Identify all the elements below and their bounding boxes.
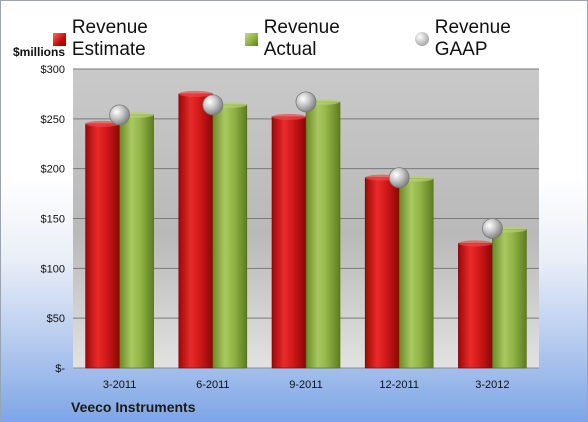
y-tick-label: $250 (41, 114, 65, 126)
legend-swatch-estimate (53, 32, 66, 46)
bar-top-estimate (458, 240, 493, 247)
y-tick-label: $100 (41, 263, 65, 275)
bar-top-estimate (178, 90, 213, 97)
x-tick-label: 6-2011 (196, 379, 229, 391)
bar-revenue-estimate (364, 177, 400, 369)
marker-revenue-gaap (481, 218, 503, 239)
x-tick-labels: 3-2011 6-2011 9-2011 12-2011 3-2012 (103, 379, 510, 391)
y-tick-label: $200 (41, 164, 65, 176)
bar-revenue-actual (305, 101, 341, 369)
legend-item-estimate: Revenue Estimate (53, 17, 225, 61)
legend-label-estimate: Revenue Estimate (71, 17, 148, 60)
bar-revenue-actual (398, 178, 434, 369)
bar-top-estimate (85, 120, 120, 127)
bar-revenue-estimate (178, 93, 214, 369)
gaap-markers (109, 91, 503, 239)
bar-revenue-actual (119, 114, 154, 369)
bar-revenue-estimate (271, 116, 307, 369)
legend: Revenue Estimate Revenue Actual Revenue … (53, 17, 587, 61)
x-tick-label: 3-2012 (475, 379, 509, 391)
x-tick-label: 3-2011 (103, 379, 136, 391)
y-tick-label: $- (55, 363, 65, 375)
marker-revenue-gaap (202, 94, 224, 116)
y-tick-label: $50 (47, 313, 65, 325)
y-tick-label: $300 (41, 64, 65, 76)
company-name: Veeco Instruments (71, 399, 196, 415)
bar-revenue-actual (492, 229, 527, 369)
legend-swatch-actual (244, 32, 258, 46)
legend-label-gaap: Revenue GAAP (434, 17, 511, 60)
x-tick-label: 9-2011 (289, 379, 322, 391)
bars (85, 90, 527, 369)
bar-revenue-estimate (85, 123, 120, 369)
y-tick-label: $150 (41, 214, 65, 226)
marker-revenue-gaap (388, 167, 410, 189)
bar-top-estimate (272, 113, 306, 120)
y-tick-labels: $- $50 $100 $150 $200 $250 $300 (41, 64, 66, 375)
y-axis-unit-label: $millions (13, 45, 66, 59)
marker-revenue-gaap (295, 91, 317, 113)
bar-revenue-actual (212, 104, 248, 369)
legend-item-gaap: Revenue GAAP (414, 17, 567, 61)
x-tick-label: 12-2011 (379, 379, 419, 391)
marker-revenue-gaap (109, 104, 130, 126)
legend-label-actual: Revenue Actual (263, 17, 340, 60)
legend-item-actual: Revenue Actual (244, 17, 395, 61)
legend-swatch-gaap (414, 32, 429, 46)
bar-revenue-estimate (458, 243, 493, 369)
